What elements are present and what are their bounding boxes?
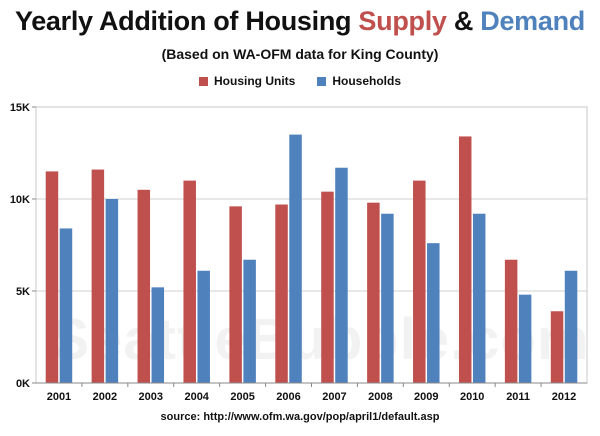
bar-households — [59, 228, 73, 383]
bar-housing-units — [321, 191, 334, 383]
bar-housing-units — [275, 204, 288, 383]
legend-swatch-households — [317, 76, 327, 86]
bar-housing-units — [137, 189, 151, 383]
legend-item-households: Households — [317, 74, 401, 88]
bar-households — [151, 287, 165, 383]
bar-housing-units — [45, 171, 59, 383]
bar-housing-units — [229, 206, 242, 383]
bar-housing-units — [91, 169, 105, 383]
chart-legend: Housing Units Households — [0, 74, 600, 88]
title-prefix: Yearly Addition of Housing — [15, 6, 359, 36]
bar-households — [289, 134, 302, 383]
bar-housing-units — [183, 180, 196, 383]
y-tick-label: 5K — [16, 286, 30, 298]
bar-households — [197, 270, 210, 383]
bar-households — [564, 270, 578, 383]
bar-households — [427, 243, 440, 383]
bar-households — [105, 199, 119, 383]
bar-housing-units — [413, 180, 426, 383]
x-tick-label: 2004 — [184, 391, 209, 403]
x-tick-label: 2003 — [139, 391, 163, 403]
chart-title: Yearly Addition of Housing Supply & Dema… — [0, 6, 600, 37]
x-tick-label: 2006 — [276, 391, 300, 403]
legend-label-housing-units: Housing Units — [214, 74, 296, 88]
bar-housing-units — [550, 311, 564, 383]
x-tick-label: 2007 — [322, 391, 346, 403]
bar-households — [472, 213, 486, 383]
legend-label-households: Households — [332, 74, 401, 88]
bar-chart: 0K 5K 10K 15K 2001 2002 2003 2004 2005 2006 2007 20… — [10, 102, 588, 403]
legend-swatch-housing-units — [199, 76, 208, 86]
bar-housing-units — [367, 202, 380, 383]
bar-housing-units — [504, 259, 518, 383]
x-tick-label: 2005 — [230, 391, 254, 403]
bar-housing-units — [458, 136, 472, 383]
x-tick-label: 2010 — [460, 391, 484, 403]
x-tick-label: 2001 — [47, 391, 71, 403]
x-tick-label: 2012 — [552, 391, 576, 403]
x-tick-label: 2008 — [368, 391, 392, 403]
bar-households — [381, 213, 394, 383]
x-tick-label: 2002 — [93, 391, 117, 403]
y-tick-label: 10K — [10, 194, 30, 206]
title-joiner: & — [446, 6, 481, 36]
bar-households — [518, 294, 532, 383]
legend-item-housing-units: Housing Units — [199, 74, 295, 88]
x-tick-label: 2011 — [506, 391, 530, 403]
bar-households — [335, 167, 348, 383]
source-note: source: http://www.ofm.wa.gov/pop/april1… — [160, 411, 440, 423]
y-tick-label: 15K — [10, 102, 30, 114]
x-tick-label: 2009 — [414, 391, 438, 403]
bar-households — [243, 259, 256, 383]
title-supply: Supply — [358, 6, 447, 36]
plot-area — [35, 106, 588, 384]
chart-subtitle: (Based on WA-OFM data for King County) — [161, 46, 439, 62]
title-demand: Demand — [480, 6, 585, 36]
y-tick-label: 0K — [16, 378, 30, 390]
